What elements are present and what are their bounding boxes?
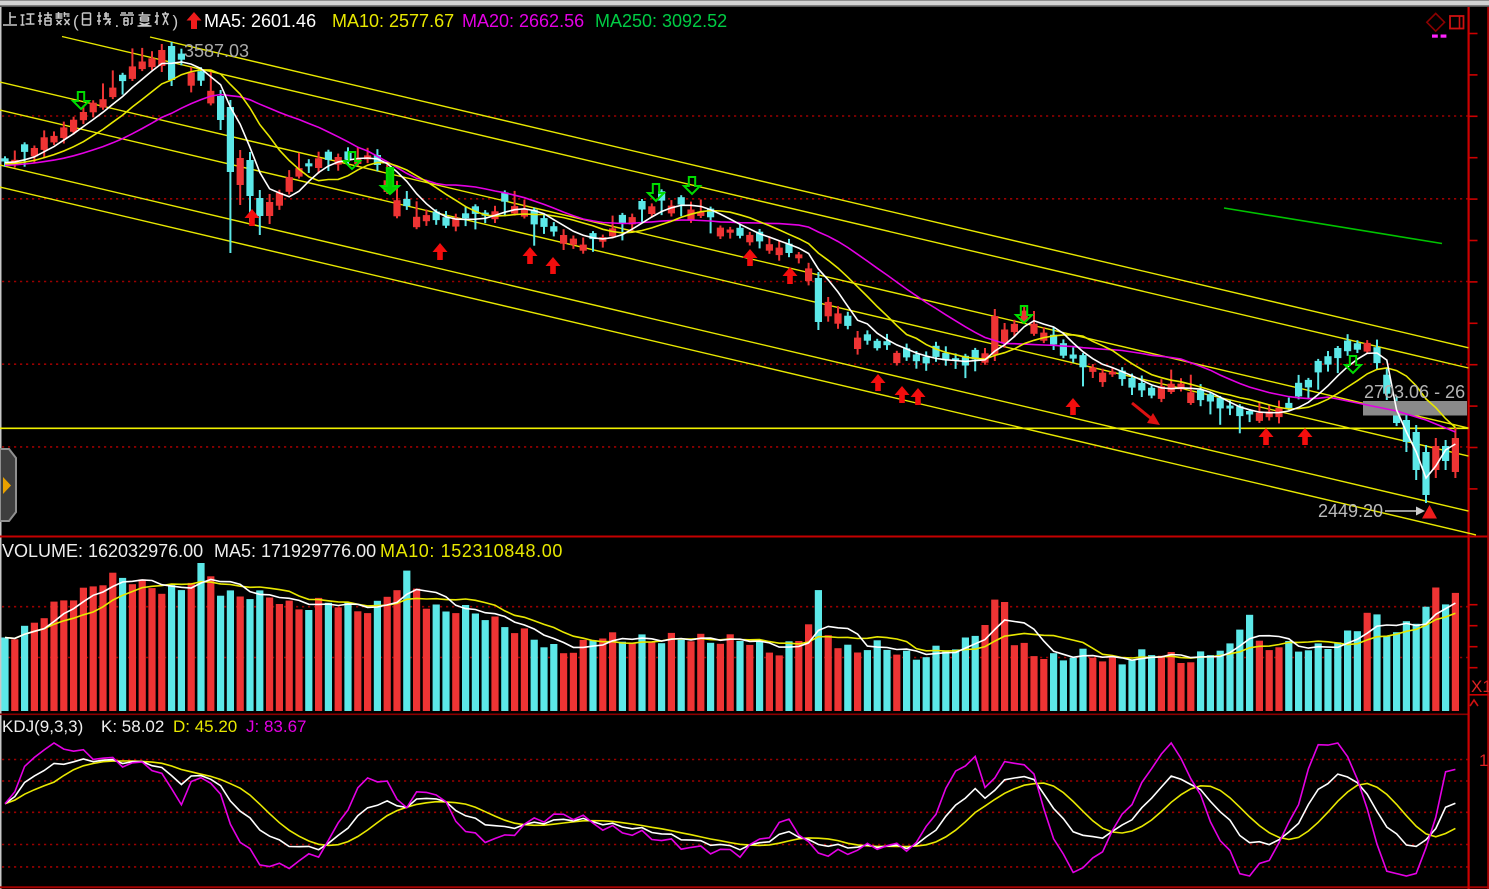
svg-text:): ) [173, 12, 179, 31]
svg-text:1: 1 [1479, 751, 1488, 770]
svg-text:VOLUME: 162032976.00: VOLUME: 162032976.00 [2, 541, 203, 561]
svg-text:MA5: 2601.46: MA5: 2601.46 [204, 11, 316, 31]
svg-text:MA5: 171929776.00: MA5: 171929776.00 [214, 541, 376, 561]
svg-text:K: 58.02: K: 58.02 [101, 717, 164, 736]
svg-text:.: . [115, 12, 120, 31]
svg-text:MA10: 152310848.00: MA10: 152310848.00 [380, 541, 563, 561]
svg-text:J: 83.67: J: 83.67 [246, 717, 307, 736]
svg-text:MA250: 3092.52: MA250: 3092.52 [595, 11, 727, 31]
svg-text:(: ( [73, 12, 79, 31]
svg-text:2449.20: 2449.20 [1318, 501, 1383, 521]
svg-text:X1: X1 [1471, 677, 1489, 696]
svg-text:2703.06 - 26: 2703.06 - 26 [1364, 382, 1465, 402]
svg-text:3587.03: 3587.03 [184, 41, 249, 61]
svg-text:MA20: 2662.56: MA20: 2662.56 [462, 11, 584, 31]
svg-text:D: 45.20: D: 45.20 [173, 717, 237, 736]
svg-text:KDJ(9,3,3): KDJ(9,3,3) [2, 717, 83, 736]
svg-text:MA10: 2577.67: MA10: 2577.67 [332, 11, 454, 31]
